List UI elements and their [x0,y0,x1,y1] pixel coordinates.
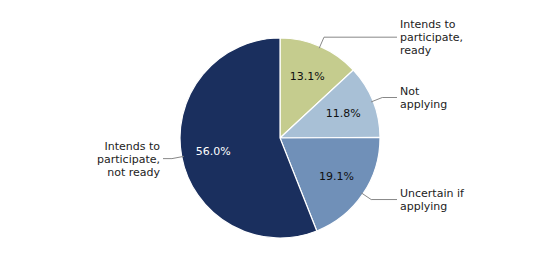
data-label: 11.8% [326,107,361,120]
category-label-line: Not [400,85,420,98]
category-label-line: Uncertain if [400,187,465,200]
chart: Intends toparticipate,readyNotapplyingUn… [0,0,560,276]
slice [280,70,380,138]
category-label-line: Intends to [104,140,160,153]
category-label-line: participate, [400,31,463,44]
pie: Intends toparticipate,readyNotapplyingUn… [97,18,465,238]
category-label-line: applying [400,200,447,213]
category-label-line: ready [400,44,432,57]
data-label: 19.1% [319,170,354,183]
category-label-line: participate, [97,153,160,166]
category-label: Intends toparticipate,not ready [97,140,161,179]
leader-line [319,37,397,48]
data-label: 56.0% [196,145,231,158]
data-labels: 13.1% 11.8% 19.1% 56.0% [196,70,361,183]
slice [180,38,317,238]
data-label: 13.1% [290,70,325,83]
category-label: Uncertain ifapplying [400,187,465,213]
leader-line [371,98,397,102]
slices [180,38,380,238]
leader-line [163,156,184,158]
category-label-line: not ready [107,166,160,179]
category-labels: Intends toparticipate,readyNotapplyingUn… [97,18,465,213]
category-label-line: Intends to [400,18,456,31]
category-label: Intends toparticipate,ready [400,18,463,57]
category-label-line: applying [400,98,447,111]
category-label: Notapplying [400,85,447,111]
leader-lines [163,37,397,199]
leader-line [361,193,397,200]
